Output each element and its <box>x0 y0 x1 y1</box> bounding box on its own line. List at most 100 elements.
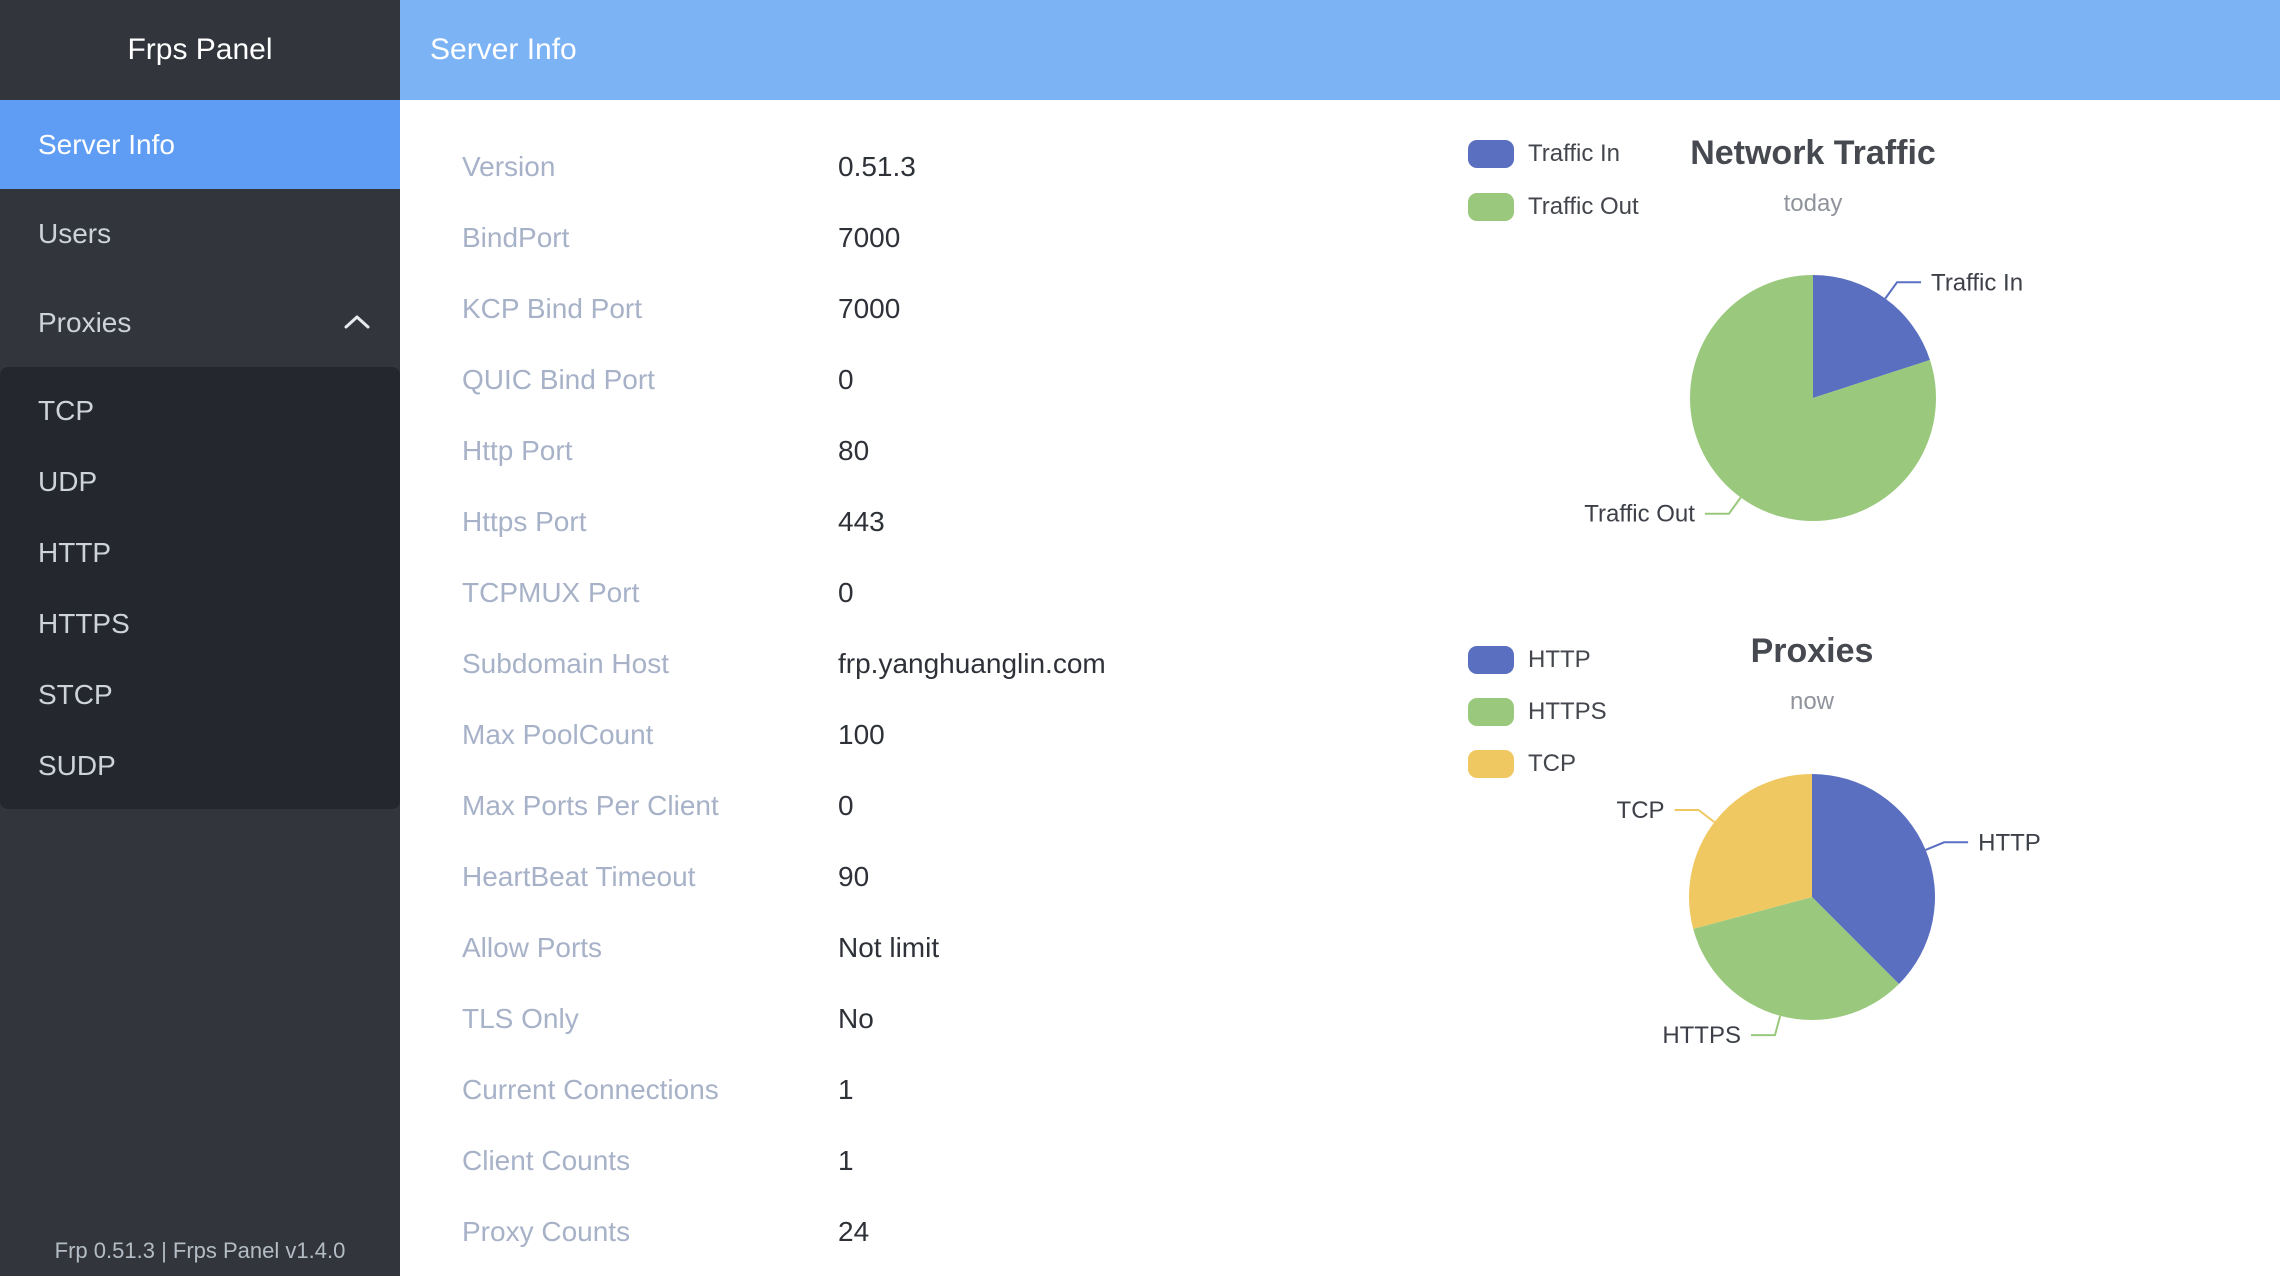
info-value: 0 <box>838 789 854 821</box>
legend-item-tcp[interactable]: TCP <box>1468 750 1607 778</box>
legend-swatch-icon <box>1468 646 1514 674</box>
info-row-subdomain-host: Subdomain Host frp.yanghuanglin.com <box>400 628 1345 699</box>
sidebar-item-label: HTTP <box>38 536 112 568</box>
info-row-current-connections: Current Connections 1 <box>400 1054 1345 1125</box>
pie-label-line <box>1925 841 1969 851</box>
info-label: Client Counts <box>462 1144 631 1176</box>
info-label: Max PoolCount <box>462 718 654 750</box>
info-label: Current Connections <box>462 1073 719 1105</box>
info-value: No <box>838 1002 874 1034</box>
chart-subtitle: today <box>1783 190 1843 217</box>
info-value: 0 <box>838 576 854 608</box>
pie-label-http: HTTP <box>1978 829 2041 856</box>
info-label: KCP Bind Port <box>462 292 643 324</box>
server-info-table: Version 0.51.3 BindPort 7000 KCP Bind Port 70… <box>400 131 1345 1267</box>
info-label: Https Port <box>462 505 587 537</box>
sidebar-item-label: Server Info <box>38 128 175 160</box>
pie-label-traffic-out: Traffic Out <box>1584 501 1695 528</box>
info-row-heartbeat-timeout: HeartBeat Timeout 90 <box>400 841 1345 912</box>
sidebar-item-proxies[interactable]: Proxies <box>0 278 400 367</box>
sidebar-item-label: Proxies <box>38 306 132 338</box>
legend-label: Traffic Out <box>1528 193 1639 220</box>
app-title: Frps Panel <box>127 33 273 66</box>
legend-label: HTTPS <box>1528 698 1607 725</box>
info-row-tcpmux-port: TCPMUX Port 0 <box>400 557 1345 628</box>
legend-item-traffic-out[interactable]: Traffic Out <box>1468 193 1639 221</box>
submenu-proxies: TCP UDP HTTP HTTPS STCP SUDP <box>0 367 400 809</box>
info-value: 90 <box>838 860 870 892</box>
sidebar-item-sudp[interactable]: SUDP <box>0 730 400 801</box>
info-value: 1 <box>838 1073 854 1105</box>
legend-item-http[interactable]: HTTP <box>1468 646 1607 674</box>
info-row-tls-only: TLS Only No <box>400 983 1345 1054</box>
legend-swatch-icon <box>1468 140 1514 168</box>
pie-slice-traffic-in[interactable] <box>1813 275 1930 398</box>
info-value: 24 <box>838 1215 870 1247</box>
sidebar-item-label: HTTPS <box>38 607 130 639</box>
sidebar-item-label: UDP <box>38 465 98 497</box>
pie-label-line <box>1750 1015 1782 1037</box>
pie-label-tcp: TCP <box>1617 797 1665 824</box>
info-value: 443 <box>838 505 885 537</box>
sidebar-item-label: TCP <box>38 394 94 426</box>
chart-legend: HTTP HTTPS TCP <box>1468 646 1607 802</box>
sidebar-item-server-info[interactable]: Server Info <box>0 100 400 189</box>
legend-item-https[interactable]: HTTPS <box>1468 698 1607 726</box>
pie-label-traffic-in: Traffic In <box>1931 269 2023 296</box>
sidebar-item-udp[interactable]: UDP <box>0 446 400 517</box>
info-label: QUIC Bind Port <box>462 363 655 395</box>
pie-slice-http[interactable] <box>1812 774 1935 984</box>
info-value: 0.51.3 <box>838 150 916 182</box>
info-row-https-port: Https Port 443 <box>400 486 1345 557</box>
pie-slice-tcp[interactable] <box>1689 774 1812 929</box>
info-row-http-port: Http Port 80 <box>400 415 1345 486</box>
info-label: HeartBeat Timeout <box>462 860 696 892</box>
legend-swatch-icon <box>1468 193 1514 221</box>
info-value: frp.yanghuanglin.com <box>838 647 1106 679</box>
info-value: 100 <box>838 718 885 750</box>
chart-legend: Traffic In Traffic Out <box>1468 140 1639 246</box>
pie-slice-https[interactable] <box>1693 897 1899 1020</box>
legend-label: Traffic In <box>1528 140 1621 167</box>
legend-label: HTTP <box>1528 646 1591 673</box>
sidebar-item-https[interactable]: HTTPS <box>0 588 400 659</box>
info-row-client-counts: Client Counts 1 <box>400 1125 1345 1196</box>
sidebar-item-label: Users <box>38 217 112 249</box>
legend-label: TCP <box>1528 750 1576 777</box>
info-label: TCPMUX Port <box>462 576 640 608</box>
legend-swatch-icon <box>1468 750 1514 778</box>
info-value: Not limit <box>838 931 940 963</box>
info-label: TLS Only <box>462 1002 579 1034</box>
sidebar-item-tcp[interactable]: TCP <box>0 375 400 446</box>
info-row-max-poolcount: Max PoolCount 100 <box>400 699 1345 770</box>
pie-label-line <box>1674 808 1716 823</box>
page-title: Server Info <box>430 33 577 66</box>
sidebar-item-stcp[interactable]: STCP <box>0 659 400 730</box>
info-value: 1 <box>838 1144 854 1176</box>
legend-item-traffic-in[interactable]: Traffic In <box>1468 140 1639 168</box>
info-row-proxy-counts: Proxy Counts 24 <box>400 1196 1345 1267</box>
page-header: Server Info <box>400 0 2280 100</box>
info-value: 7000 <box>838 292 901 324</box>
sidebar-item-label: SUDP <box>38 749 116 781</box>
sidebar-menu: Server Info Users Proxies TCP UDP HTTP HTTPS ST… <box>0 100 400 809</box>
info-label: BindPort <box>462 221 570 253</box>
chevron-up-icon <box>344 315 370 328</box>
sidebar-footer-version: Frp 0.51.3 | Frps Panel v1.4.0 <box>54 1238 346 1263</box>
chart-title-network-traffic: Network Traffic <box>1690 134 1936 172</box>
pie-slice-traffic-out[interactable] <box>1689 275 1936 521</box>
info-row-allow-ports: Allow Ports Not limit <box>400 912 1345 983</box>
info-row-bindport: BindPort 7000 <box>400 202 1345 273</box>
info-label: Http Port <box>462 434 573 466</box>
sidebar-item-users[interactable]: Users <box>0 189 400 278</box>
info-label: Max Ports Per Client <box>462 789 719 821</box>
info-label: Version <box>462 150 556 182</box>
info-row-quic-bind-port: QUIC Bind Port 0 <box>400 344 1345 415</box>
info-value: 0 <box>838 363 854 395</box>
pie-label-line <box>1704 496 1742 515</box>
pie-label-line <box>1884 281 1922 300</box>
sidebar-item-http[interactable]: HTTP <box>0 517 400 588</box>
info-value: 7000 <box>838 221 901 253</box>
info-row-kcp-bind-port: KCP Bind Port 7000 <box>400 273 1345 344</box>
